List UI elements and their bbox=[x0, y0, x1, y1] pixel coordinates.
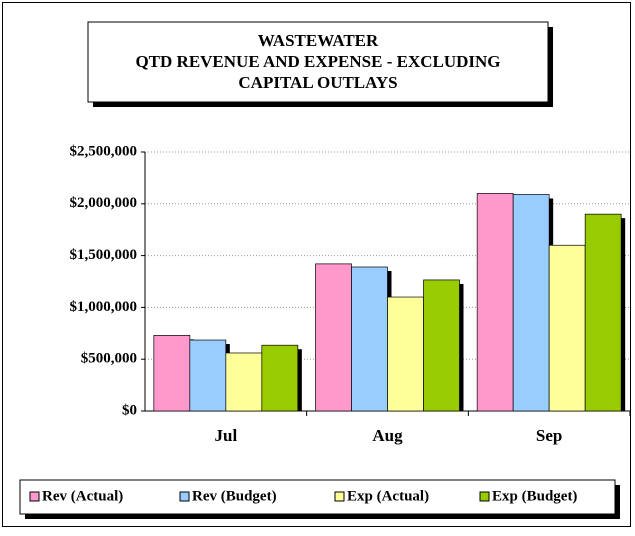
legend-box bbox=[19, 479, 616, 515]
legend-label: Rev (Budget) bbox=[192, 488, 277, 504]
x-tick-label: Aug bbox=[372, 426, 403, 445]
legend-label: Rev (Actual) bbox=[42, 488, 123, 504]
y-tick-label: $2,500,000 bbox=[70, 143, 138, 159]
y-tick-label: $0 bbox=[122, 402, 137, 418]
y-tick-label: $1,000,000 bbox=[70, 299, 138, 315]
legend-swatch bbox=[479, 491, 490, 502]
y-tick-label: $2,000,000 bbox=[70, 195, 138, 211]
bar bbox=[387, 296, 424, 412]
bar bbox=[189, 339, 227, 412]
bar bbox=[225, 352, 263, 412]
bar bbox=[512, 194, 550, 412]
x-tick-label: Jul bbox=[214, 426, 237, 445]
bar bbox=[153, 335, 191, 412]
bar bbox=[315, 263, 352, 412]
bar bbox=[476, 193, 514, 412]
legend-label: Exp (Budget) bbox=[492, 488, 577, 504]
bar bbox=[548, 244, 586, 412]
y-tick-label: $500,000 bbox=[81, 351, 137, 367]
chart-title: CAPITAL OUTLAYS bbox=[238, 73, 397, 92]
chart-title: WASTEWATER bbox=[258, 31, 379, 50]
chart-title: QTD REVENUE AND EXPENSE - EXCLUDING bbox=[135, 52, 500, 71]
bar bbox=[261, 344, 299, 412]
bar bbox=[423, 279, 460, 412]
legend-swatch bbox=[29, 491, 40, 502]
legend-swatch bbox=[179, 491, 190, 502]
bar bbox=[584, 213, 622, 412]
title-box bbox=[87, 21, 549, 103]
legend-label: Exp (Actual) bbox=[347, 488, 429, 504]
x-tick-label: Sep bbox=[536, 426, 562, 445]
y-tick-label: $1,500,000 bbox=[70, 247, 138, 263]
bar bbox=[351, 266, 388, 412]
legend-swatch bbox=[334, 491, 345, 502]
